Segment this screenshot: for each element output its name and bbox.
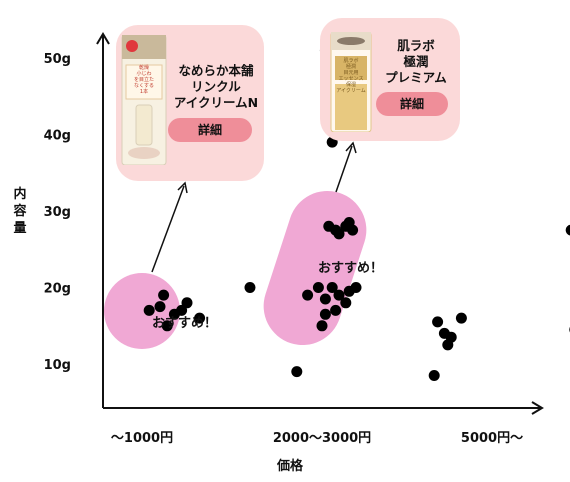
y-tick-label: 50g <box>44 52 71 67</box>
product-image-text-2: 肌ラボ 極潤 目元用 エッセンス 保湿 アイクリーム <box>336 58 366 94</box>
data-point <box>158 289 170 301</box>
product-image-eye-cream-tube <box>121 35 167 165</box>
highlight-cheap-circle <box>104 273 180 349</box>
data-point <box>432 316 444 328</box>
data-point <box>291 366 303 378</box>
y-tick-label: 40g <box>44 129 71 144</box>
recommend-label-cheap: おすすめ！ <box>152 316 217 331</box>
product-2-detail-button[interactable]: 詳細 <box>376 92 448 116</box>
x-tick-label: 2000〜3000円 <box>273 431 371 446</box>
data-point <box>319 293 331 305</box>
x-tick-labels: 〜1000円 2000〜3000円 5000円〜 <box>111 431 523 446</box>
data-point <box>176 304 188 316</box>
y-tick-label: 20g <box>44 282 71 297</box>
product-image-text: 乾燥 小じわ を目立た なくする 1本 <box>133 65 154 95</box>
data-point <box>347 224 359 236</box>
product-name-1: なめらか本舗 リンクル アイクリームN <box>173 63 259 110</box>
data-point <box>316 320 328 332</box>
data-point <box>161 320 173 332</box>
data-point <box>312 282 324 293</box>
arrow-to-product-2-head <box>345 141 357 154</box>
y-tick-label: 10g <box>44 358 71 373</box>
data-points <box>143 44 570 381</box>
x-axis-arrowhead <box>531 401 544 415</box>
data-point <box>455 312 467 324</box>
data-point <box>326 282 338 293</box>
recommend-label-mid: おすすめ！ <box>318 261 383 276</box>
arrow-to-product-1-head <box>177 181 188 194</box>
data-point <box>565 224 570 236</box>
x-tick-label: 5000円〜 <box>461 431 523 446</box>
data-point <box>340 297 352 309</box>
product-1-detail-button[interactable]: 詳細 <box>168 118 252 142</box>
product-name-2: 肌ラボ 極潤 プレミアム <box>385 38 447 85</box>
data-point <box>181 297 193 309</box>
y-axis-arrowhead <box>96 32 110 45</box>
y-tick-labels: 10g 20g 30g 40g 50g <box>44 52 71 373</box>
data-point <box>194 312 206 324</box>
data-point <box>428 370 440 381</box>
data-point <box>445 331 457 343</box>
data-point <box>302 289 314 301</box>
y-tick-label: 30g <box>44 205 71 220</box>
connector-arrows <box>151 141 357 273</box>
data-point <box>333 228 345 240</box>
data-point <box>143 304 155 316</box>
data-point <box>350 282 362 293</box>
y-axis-title: 内容量 <box>12 186 26 236</box>
arrow-to-product-2 <box>335 145 353 193</box>
x-axis-title: 価格 <box>276 458 304 474</box>
product-card-2: 肌ラボ 極潤 目元用 エッセンス 保湿 アイクリーム 肌ラボ 極潤 プレミアム … <box>320 18 460 141</box>
data-point <box>333 289 345 301</box>
x-tick-label: 〜1000円 <box>111 431 173 446</box>
data-point <box>330 304 342 316</box>
product-image-premium-eye-cream <box>330 32 372 132</box>
data-point <box>319 308 331 320</box>
data-point <box>244 282 256 293</box>
product-card-1: 乾燥 小じわ を目立た なくする 1本 なめらか本舗 リンクル アイクリームN … <box>116 25 264 181</box>
data-point <box>154 301 166 313</box>
axes <box>96 32 544 415</box>
arrow-to-product-1 <box>151 185 185 273</box>
